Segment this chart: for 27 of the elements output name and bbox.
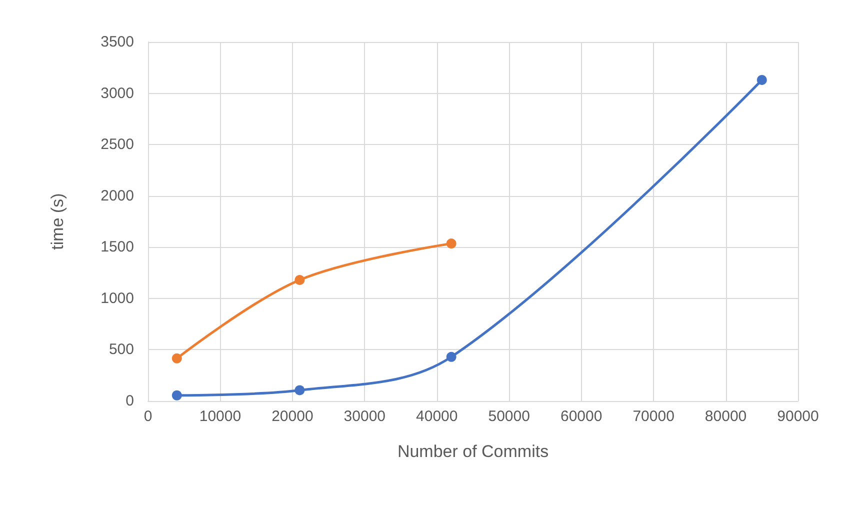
y-tick-label: 3000 <box>100 84 134 102</box>
y-tick-label: 1000 <box>100 290 134 307</box>
point <box>294 385 305 396</box>
x-tick-label: 80000 <box>704 408 747 425</box>
point <box>294 274 305 285</box>
x-tick-label: 40000 <box>416 408 458 425</box>
point <box>756 74 767 85</box>
point <box>446 352 456 362</box>
x-tick-label: 60000 <box>560 408 602 425</box>
y-tick-label: 3500 <box>100 34 134 50</box>
x-tick-label: 30000 <box>344 408 386 425</box>
y-tick-label: 2500 <box>100 136 134 154</box>
x-tick-label: 90000 <box>777 408 819 425</box>
point <box>172 390 182 400</box>
y-tick-label: 1500 <box>100 238 134 256</box>
x-tick-label: 20000 <box>272 408 314 425</box>
y-tick-label: 2000 <box>100 187 134 204</box>
x-tick-label: 10000 <box>199 408 242 425</box>
x-tick-label: 0 <box>144 408 152 425</box>
x-tick-label: 70000 <box>632 408 674 425</box>
point <box>172 353 182 364</box>
point <box>446 238 456 249</box>
x-axis-title: Number of Commits <box>397 442 549 461</box>
y-tick-label: 0 <box>126 392 134 410</box>
y-tick-label: 500 <box>108 341 134 358</box>
x-tick-label: 50000 <box>488 408 530 425</box>
y-axis-title: time (s) <box>48 193 67 250</box>
